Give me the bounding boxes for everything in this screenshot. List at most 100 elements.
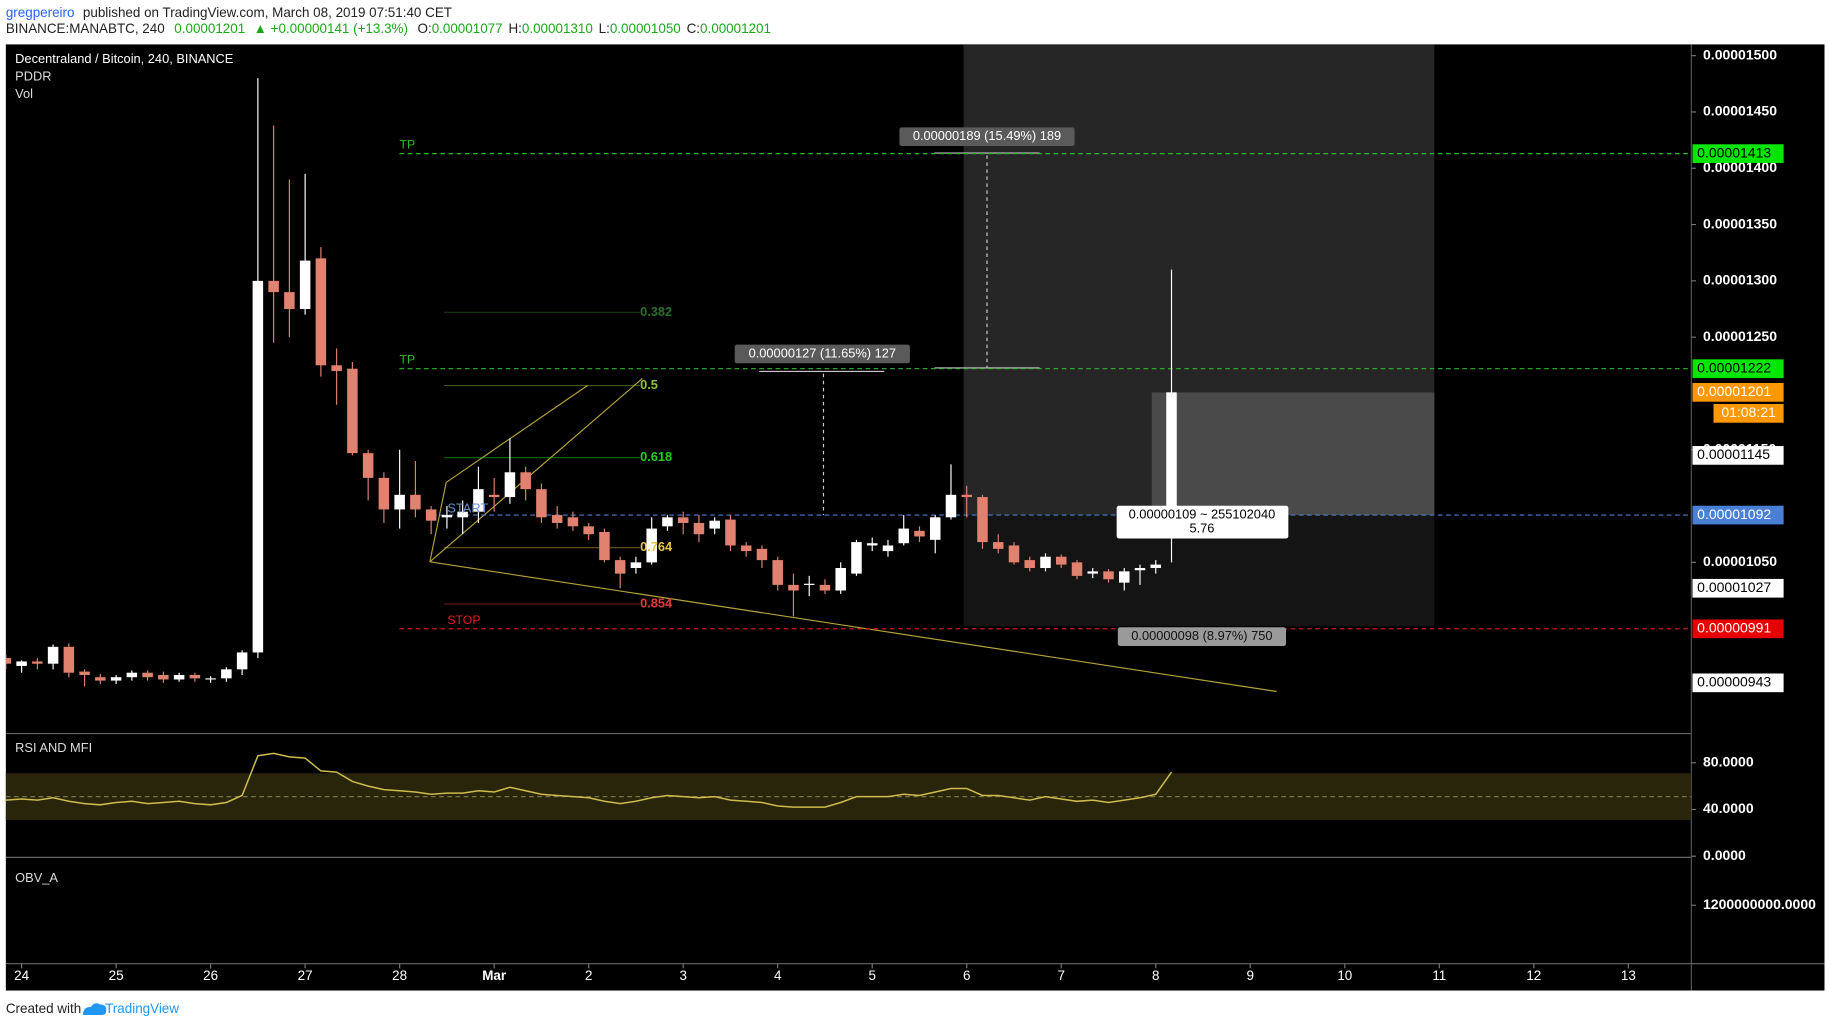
candle-body bbox=[599, 531, 610, 561]
price-label-box bbox=[1692, 505, 1784, 525]
candle-body bbox=[662, 517, 673, 527]
x-tick-label: 7 bbox=[1058, 968, 1065, 983]
price-label-box bbox=[1692, 382, 1784, 402]
candle-body bbox=[110, 677, 122, 681]
candle-body bbox=[1008, 545, 1020, 563]
candle-body bbox=[1087, 571, 1099, 574]
candle-body bbox=[803, 583, 815, 585]
measure-box bbox=[899, 127, 1075, 147]
candle-body bbox=[945, 494, 957, 518]
candle-body bbox=[709, 520, 720, 529]
panel-title: OBV_A bbox=[15, 870, 58, 885]
legend-entry: Vol bbox=[15, 86, 33, 101]
level-label: TP bbox=[399, 138, 415, 152]
annotations: 0.00000189 (15.49%) 189 0.00000127 (11.6… bbox=[399, 127, 1289, 646]
candle-body bbox=[425, 509, 437, 521]
candle-body bbox=[47, 646, 59, 664]
fib-label: 0.382 bbox=[640, 304, 672, 319]
price-label: 0.00001413 bbox=[1697, 144, 1771, 160]
y-tick-label: 80.0000 bbox=[1703, 753, 1754, 769]
price-label: 0.00000943 bbox=[1697, 674, 1771, 690]
candle-body bbox=[331, 365, 342, 371]
ohlc-key: L: bbox=[599, 21, 610, 36]
indicator-line bbox=[5, 752, 1173, 808]
candle-body bbox=[1040, 556, 1051, 568]
x-tick-label: 6 bbox=[963, 968, 970, 983]
price-label-box bbox=[1692, 144, 1784, 163]
ohlc-key: C: bbox=[687, 21, 700, 36]
price-label: 0.00000991 bbox=[1697, 619, 1771, 635]
fib-label: 0.5 bbox=[640, 377, 658, 392]
candle-body bbox=[410, 494, 421, 510]
x-tick-label: 2 bbox=[585, 968, 592, 983]
x-tick-label: 26 bbox=[203, 968, 218, 983]
candle-body bbox=[79, 671, 90, 675]
x-tick-label: 4 bbox=[774, 968, 782, 983]
footer-logo bbox=[82, 1003, 107, 1016]
trendline bbox=[429, 378, 643, 563]
author[interactable]: gregpereiro bbox=[6, 4, 75, 19]
y-tick-label: 0.00001500 bbox=[1703, 46, 1777, 62]
y-tick-label: 0.00001050 bbox=[1703, 553, 1777, 569]
measure-box bbox=[734, 344, 910, 364]
x-tick-label: 24 bbox=[14, 968, 29, 983]
footer-brand[interactable]: TradingView bbox=[105, 1001, 179, 1016]
candle-body bbox=[583, 526, 594, 535]
fib-label: 0.618 bbox=[640, 449, 672, 464]
ohlc-key: O: bbox=[418, 21, 432, 36]
price-label-box bbox=[1692, 673, 1784, 693]
x-tick-label: 8 bbox=[1152, 968, 1159, 983]
candle-body bbox=[1150, 564, 1162, 568]
fib-label: 0.854 bbox=[640, 595, 673, 610]
y-tick-label: 0.00001350 bbox=[1703, 215, 1777, 231]
candle-body bbox=[5, 658, 12, 664]
candle-body bbox=[835, 567, 846, 591]
x-tick-label: 28 bbox=[392, 968, 407, 983]
price-label-box bbox=[1692, 619, 1784, 639]
x-tick-label: Mar bbox=[482, 968, 507, 983]
measure-label: 0.00000127 (11.65%) 127 bbox=[749, 345, 896, 360]
x-tick-label: 5 bbox=[868, 968, 875, 983]
symbol: BINANCE:MANABTC, 240 bbox=[6, 21, 165, 36]
candle-body bbox=[614, 560, 626, 574]
candle-body bbox=[488, 494, 500, 498]
trendline bbox=[429, 482, 447, 562]
y-tick-label: 1200000000.0000 bbox=[1703, 896, 1816, 912]
measure-lines bbox=[759, 152, 1040, 516]
y-tick-label: 0.0000 bbox=[1703, 847, 1746, 863]
candle-body bbox=[772, 560, 783, 585]
candle-body bbox=[914, 530, 925, 537]
x-tick-label: 3 bbox=[679, 968, 686, 983]
footer: Created with TradingView bbox=[6, 1001, 179, 1016]
candle-body bbox=[173, 674, 185, 680]
candle-body bbox=[693, 522, 705, 535]
candle-body bbox=[1071, 562, 1083, 576]
last-price: 0.00001201 bbox=[174, 21, 245, 36]
candle-body bbox=[504, 472, 516, 498]
header-line-2: BINANCE:MANABTC, 240 0.00001201 ▲ +0.000… bbox=[6, 21, 771, 36]
x-tick-label: 12 bbox=[1526, 968, 1541, 983]
footer-text: Created with bbox=[6, 1001, 81, 1016]
level-label: STOP bbox=[447, 613, 480, 627]
y-tick-label: 0.00001450 bbox=[1703, 103, 1777, 119]
measure-label: 5.76 bbox=[1189, 521, 1214, 536]
candle-body bbox=[977, 497, 988, 543]
candle-body bbox=[536, 489, 547, 518]
candle-body bbox=[898, 528, 909, 544]
candle-body bbox=[520, 472, 531, 490]
candle-body bbox=[95, 677, 106, 681]
candle-body bbox=[1134, 567, 1146, 571]
x-tick-label: 25 bbox=[109, 968, 124, 983]
price-label: 0.00001027 bbox=[1697, 579, 1771, 595]
measure-label: 0.00000189 (15.49%) 189 bbox=[913, 128, 1061, 143]
candle-body bbox=[347, 368, 358, 454]
header-line-1: gregpereiro published on TradingView.com… bbox=[6, 4, 452, 19]
candle-body bbox=[378, 477, 390, 510]
trendlines bbox=[429, 378, 1277, 693]
candle-body bbox=[299, 260, 311, 310]
candle-body bbox=[189, 674, 201, 679]
candle-body bbox=[441, 515, 453, 518]
price-label-box bbox=[1692, 446, 1784, 465]
